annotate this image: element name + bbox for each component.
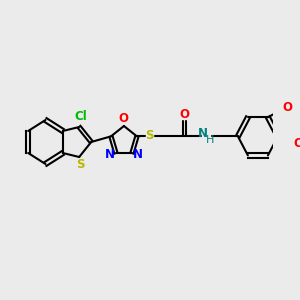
Text: N: N bbox=[133, 148, 143, 160]
Text: H: H bbox=[206, 135, 214, 146]
Text: S: S bbox=[146, 129, 154, 142]
Text: O: O bbox=[118, 112, 128, 125]
Text: O: O bbox=[282, 101, 292, 114]
Text: N: N bbox=[105, 148, 115, 160]
Text: O: O bbox=[179, 108, 189, 121]
Text: Cl: Cl bbox=[75, 110, 87, 124]
Text: N: N bbox=[198, 127, 208, 140]
Text: S: S bbox=[76, 158, 84, 170]
Text: O: O bbox=[294, 137, 300, 150]
